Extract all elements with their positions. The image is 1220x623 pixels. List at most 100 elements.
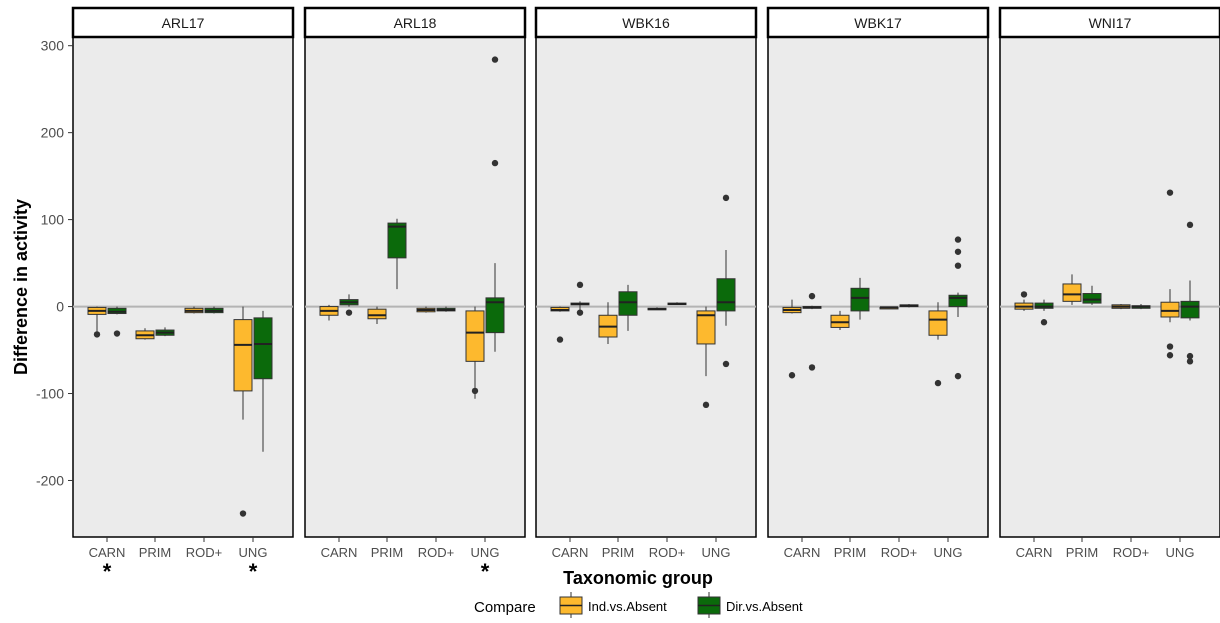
y-tick-label: 100 bbox=[41, 212, 65, 228]
outlier-point bbox=[1186, 221, 1194, 229]
box-body bbox=[1062, 283, 1082, 302]
facet-strip-label: ARL18 bbox=[394, 15, 437, 31]
x-tick-label: PRIM bbox=[602, 545, 635, 560]
box-body bbox=[233, 319, 253, 392]
box-dir-prim bbox=[850, 277, 870, 320]
box-ind-carn bbox=[550, 306, 570, 343]
box-ind-carn bbox=[1014, 291, 1034, 311]
box-ind-carn bbox=[319, 304, 339, 321]
significance-marker: * bbox=[249, 559, 258, 584]
x-axis-title: Taxonomic group bbox=[563, 568, 713, 588]
outlier-point bbox=[576, 309, 584, 316]
outlier-point bbox=[954, 372, 962, 380]
box-body bbox=[696, 310, 716, 345]
facet-strip-label: ARL17 bbox=[162, 15, 205, 31]
outlier-point bbox=[345, 309, 353, 316]
x-tick-label: UNG bbox=[471, 545, 500, 560]
x-tick-label: PRIM bbox=[371, 545, 404, 560]
box-ind-ung bbox=[928, 302, 948, 387]
x-tick-label: CARN bbox=[321, 545, 358, 560]
facet-strip bbox=[534, 6, 758, 39]
x-tick-label: ROD+ bbox=[881, 545, 917, 560]
facet-strip bbox=[71, 6, 295, 39]
legend-key-dir: Dir.vs.Absent bbox=[697, 592, 803, 618]
box-ind-rodplus bbox=[647, 307, 667, 311]
box-ind-ung bbox=[696, 306, 716, 409]
x-tick-label: CARN bbox=[89, 545, 126, 560]
box-dir-ung bbox=[948, 236, 968, 380]
box-ind-prim bbox=[598, 302, 618, 344]
box-dir-carn bbox=[107, 306, 127, 337]
box-dir-prim bbox=[155, 327, 175, 337]
box-body bbox=[253, 317, 273, 380]
y-tick-label: -100 bbox=[36, 386, 64, 402]
box-dir-carn bbox=[802, 292, 822, 371]
box-body bbox=[465, 310, 485, 362]
box-ind-rodplus bbox=[879, 306, 899, 310]
box-dir-rodplus bbox=[667, 302, 687, 306]
box-dir-ung bbox=[485, 56, 505, 352]
x-tick-label: ROD+ bbox=[418, 545, 454, 560]
panel-background bbox=[304, 36, 526, 538]
legend: Compare Ind.vs.Absent Dir.vs.Absent bbox=[474, 592, 803, 618]
y-tick-label: -200 bbox=[36, 472, 64, 488]
x-tick-label: ROD+ bbox=[186, 545, 222, 560]
outlier-point bbox=[808, 292, 816, 300]
box-dir-prim bbox=[387, 218, 407, 290]
box-ind-carn bbox=[782, 299, 802, 379]
outlier-point bbox=[576, 281, 584, 289]
outlier-point bbox=[1166, 352, 1174, 359]
x-tick-label: UNG bbox=[934, 545, 963, 560]
box-body bbox=[850, 287, 870, 312]
panel-wbk16: WBK16 CARN PRIM ROD+ UNG bbox=[534, 6, 758, 560]
outlier-point bbox=[1020, 291, 1028, 298]
facet-strip-label: WBK17 bbox=[854, 15, 902, 31]
box-body bbox=[485, 297, 505, 334]
x-tick-label: CARN bbox=[552, 545, 589, 560]
box-body bbox=[367, 308, 387, 320]
outlier-point bbox=[954, 262, 962, 269]
x-tick-label: CARN bbox=[784, 545, 821, 560]
box-ind-ung bbox=[1160, 189, 1180, 359]
box-ind-rodplus bbox=[416, 306, 436, 313]
facet-strip-label: WBK16 bbox=[622, 15, 670, 31]
x-tick-label: PRIM bbox=[834, 545, 867, 560]
x-tick-label: PRIM bbox=[1066, 545, 1099, 560]
outlier-point bbox=[934, 379, 942, 387]
panel-background bbox=[72, 36, 294, 538]
facet-strip bbox=[766, 6, 990, 39]
x-tick-label: CARN bbox=[1016, 545, 1053, 560]
box-dir-rodplus bbox=[436, 306, 456, 312]
box-body bbox=[1180, 300, 1200, 319]
outlier-point bbox=[491, 159, 499, 167]
panel-arl18: ARL18 CARN PRIM ROD+ UNG* bbox=[303, 6, 527, 584]
box-dir-ung bbox=[1180, 221, 1200, 365]
outlier-point bbox=[239, 510, 247, 517]
y-axis-title: Difference in activity bbox=[11, 199, 31, 375]
panel-wbk17: WBK17 CARN PRIM ROD+ UNG bbox=[766, 6, 990, 560]
box-ind-rodplus bbox=[1111, 303, 1131, 310]
panel-background bbox=[999, 36, 1220, 538]
outlier-point bbox=[788, 372, 796, 379]
box-dir-ung bbox=[253, 310, 273, 452]
box-ind-prim bbox=[1062, 274, 1082, 305]
outlier-point bbox=[722, 194, 730, 202]
legend-entry-label: Ind.vs.Absent bbox=[588, 599, 667, 614]
y-axis: 300 200 100 0 -100 -200 bbox=[36, 38, 73, 488]
x-tick-label: UNG bbox=[702, 545, 731, 560]
box-dir-carn bbox=[339, 294, 359, 316]
box-body bbox=[1160, 301, 1180, 318]
facet-strip bbox=[998, 6, 1220, 39]
box-body bbox=[928, 310, 948, 336]
box-dir-prim bbox=[618, 284, 638, 331]
outlier-point bbox=[1040, 319, 1048, 326]
x-tick-label: UNG bbox=[239, 545, 268, 560]
box-dir-ung bbox=[716, 194, 736, 368]
box-ind-ung bbox=[465, 306, 485, 399]
outlier-point bbox=[113, 330, 121, 337]
box-dir-prim bbox=[1082, 285, 1102, 305]
outlier-point bbox=[1166, 343, 1174, 350]
box-body bbox=[618, 291, 638, 316]
